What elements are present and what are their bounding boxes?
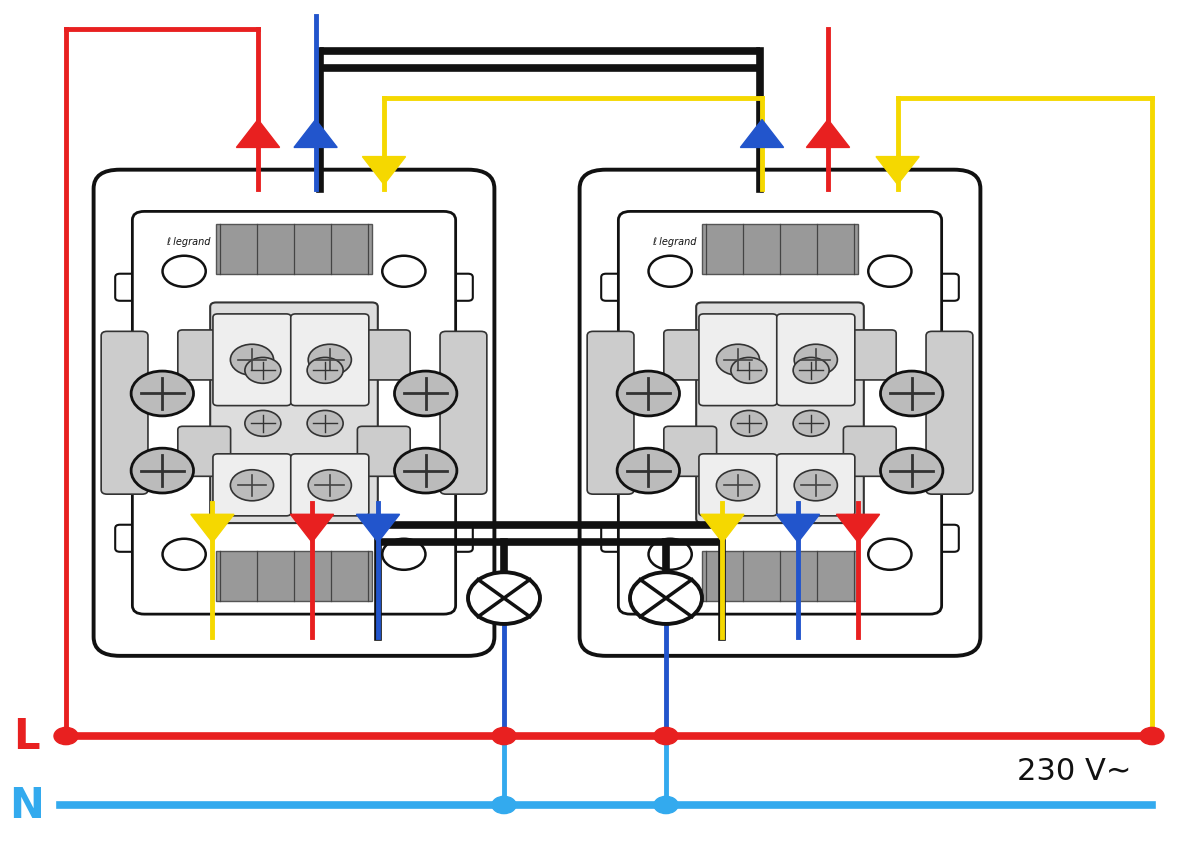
Circle shape — [793, 411, 829, 437]
FancyBboxPatch shape — [421, 275, 473, 301]
Polygon shape — [701, 515, 744, 542]
FancyBboxPatch shape — [844, 331, 896, 381]
FancyBboxPatch shape — [290, 314, 368, 406]
Circle shape — [881, 449, 943, 493]
Circle shape — [307, 358, 343, 384]
Circle shape — [230, 345, 274, 376]
Circle shape — [383, 257, 426, 288]
FancyBboxPatch shape — [698, 455, 778, 517]
FancyBboxPatch shape — [702, 225, 858, 276]
Circle shape — [648, 257, 691, 288]
Circle shape — [617, 449, 679, 493]
Text: 230 V∼: 230 V∼ — [1016, 756, 1132, 785]
Circle shape — [131, 449, 193, 493]
Polygon shape — [740, 121, 784, 148]
Text: L: L — [13, 715, 40, 757]
Circle shape — [794, 470, 838, 501]
Circle shape — [308, 470, 352, 501]
Circle shape — [245, 411, 281, 437]
FancyBboxPatch shape — [178, 331, 230, 381]
Circle shape — [395, 372, 457, 417]
FancyBboxPatch shape — [696, 303, 864, 523]
Circle shape — [131, 372, 193, 417]
FancyBboxPatch shape — [907, 275, 959, 301]
Polygon shape — [356, 515, 400, 542]
FancyBboxPatch shape — [212, 455, 292, 517]
Circle shape — [716, 345, 760, 376]
Circle shape — [881, 372, 943, 417]
Polygon shape — [294, 121, 337, 148]
Circle shape — [654, 796, 678, 814]
FancyBboxPatch shape — [115, 525, 167, 552]
FancyBboxPatch shape — [210, 303, 378, 523]
Polygon shape — [362, 158, 406, 185]
FancyBboxPatch shape — [290, 455, 368, 517]
Circle shape — [492, 796, 516, 814]
FancyBboxPatch shape — [664, 331, 716, 381]
Polygon shape — [876, 158, 919, 185]
Text: N: N — [8, 784, 44, 826]
Polygon shape — [236, 121, 280, 148]
FancyBboxPatch shape — [664, 427, 716, 477]
Text: ℓ legrand: ℓ legrand — [652, 236, 696, 246]
FancyBboxPatch shape — [132, 212, 456, 615]
Circle shape — [307, 411, 343, 437]
Circle shape — [468, 573, 540, 624]
Circle shape — [630, 573, 702, 624]
FancyBboxPatch shape — [907, 525, 959, 552]
FancyBboxPatch shape — [216, 551, 372, 602]
Circle shape — [245, 358, 281, 384]
FancyBboxPatch shape — [776, 314, 854, 406]
Text: ℓ legrand: ℓ legrand — [166, 236, 210, 246]
Circle shape — [162, 539, 205, 570]
Polygon shape — [290, 515, 334, 542]
FancyBboxPatch shape — [618, 212, 942, 615]
FancyBboxPatch shape — [440, 332, 487, 494]
FancyBboxPatch shape — [101, 332, 148, 494]
Circle shape — [383, 539, 426, 570]
Polygon shape — [776, 515, 820, 542]
Circle shape — [162, 257, 205, 288]
Circle shape — [654, 728, 678, 745]
Circle shape — [308, 345, 352, 376]
Circle shape — [230, 470, 274, 501]
Circle shape — [731, 411, 767, 437]
Polygon shape — [806, 121, 850, 148]
FancyBboxPatch shape — [776, 455, 854, 517]
FancyBboxPatch shape — [698, 314, 778, 406]
Circle shape — [617, 372, 679, 417]
Circle shape — [648, 539, 691, 570]
Circle shape — [1140, 728, 1164, 745]
FancyBboxPatch shape — [94, 170, 494, 656]
FancyBboxPatch shape — [844, 427, 896, 477]
FancyBboxPatch shape — [421, 525, 473, 552]
FancyBboxPatch shape — [358, 331, 410, 381]
FancyBboxPatch shape — [178, 427, 230, 477]
FancyBboxPatch shape — [926, 332, 973, 494]
FancyBboxPatch shape — [601, 525, 653, 552]
Circle shape — [395, 449, 457, 493]
Polygon shape — [191, 515, 234, 542]
Circle shape — [869, 539, 912, 570]
Polygon shape — [836, 515, 880, 542]
Circle shape — [869, 257, 912, 288]
Circle shape — [54, 728, 78, 745]
Circle shape — [794, 345, 838, 376]
FancyBboxPatch shape — [358, 427, 410, 477]
FancyBboxPatch shape — [216, 225, 372, 276]
Circle shape — [492, 728, 516, 745]
Circle shape — [793, 358, 829, 384]
FancyBboxPatch shape — [115, 275, 167, 301]
FancyBboxPatch shape — [587, 332, 634, 494]
Circle shape — [716, 470, 760, 501]
FancyBboxPatch shape — [702, 551, 858, 602]
FancyBboxPatch shape — [580, 170, 980, 656]
Circle shape — [731, 358, 767, 384]
FancyBboxPatch shape — [212, 314, 292, 406]
FancyBboxPatch shape — [601, 275, 653, 301]
